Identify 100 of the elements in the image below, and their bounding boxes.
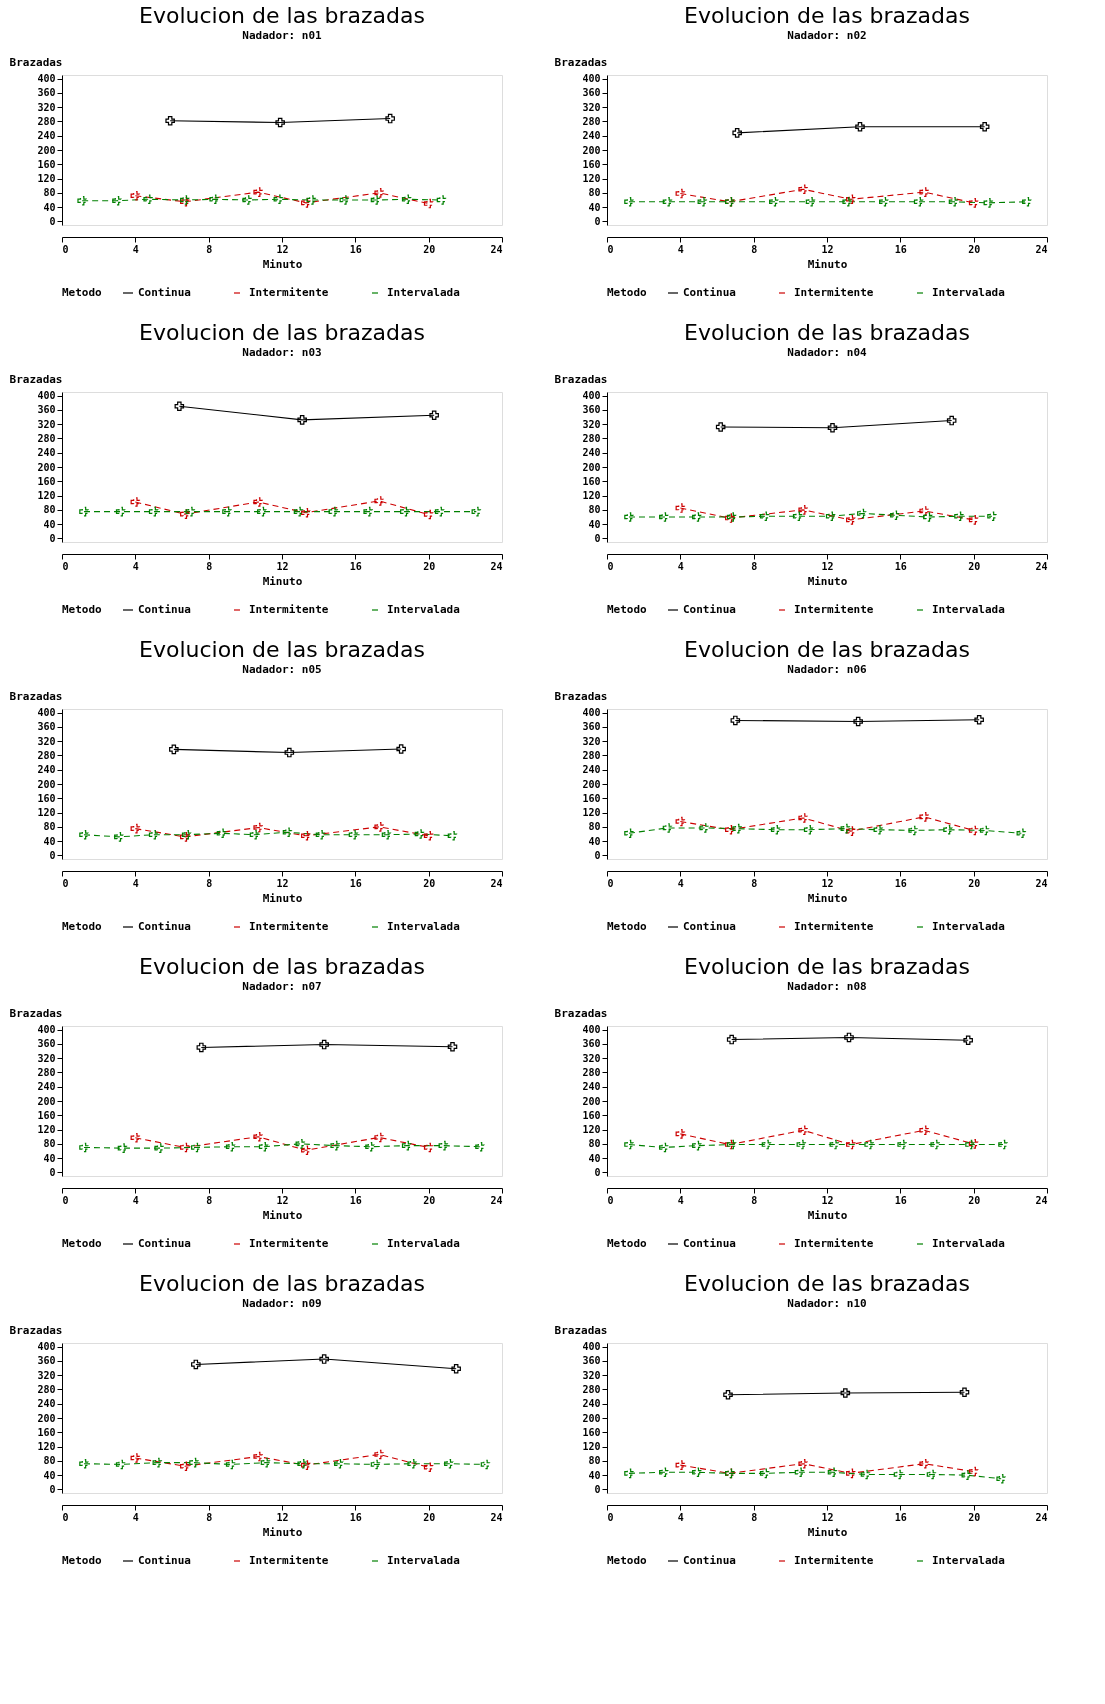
chart-title: Evolucion de las brazadas	[683, 954, 971, 979]
legend-title: Metodo	[62, 1554, 103, 1567]
y-tick-label: 200	[582, 778, 601, 790]
y-tick-label: 160	[37, 475, 56, 487]
x-tick-label: 12	[821, 877, 834, 889]
y-axis-title: Brazadas	[9, 372, 63, 386]
legend-title: Metodo	[607, 1554, 648, 1567]
x-tick-label: 4	[132, 1511, 139, 1523]
x-tick-label: 0	[62, 1194, 69, 1206]
y-tick-label: 80	[43, 187, 56, 199]
x-tick-label: 4	[677, 243, 684, 255]
x-tick-label: 8	[206, 243, 213, 255]
y-tick-label: 240	[582, 130, 601, 142]
x-axis-title: Minuto	[807, 891, 848, 905]
y-tick-label: 160	[582, 1109, 601, 1121]
y-tick-label: 120	[582, 1441, 601, 1453]
y-tick-label: 120	[582, 490, 601, 502]
x-tick-label: 0	[607, 560, 614, 572]
y-tick-label: 320	[37, 735, 56, 747]
legend-label: Continua	[138, 1554, 191, 1567]
x-tick-label: 4	[132, 243, 139, 255]
y-tick-label: 240	[582, 447, 601, 459]
y-axis-title: Brazadas	[9, 689, 63, 703]
y-tick-label: 200	[37, 461, 56, 473]
legend-title: Metodo	[607, 1237, 648, 1250]
x-tick-label: 0	[62, 560, 69, 572]
y-tick-label: 400	[37, 707, 56, 719]
y-tick-label: 120	[37, 1124, 56, 1136]
y-tick-label: 200	[37, 1412, 56, 1424]
x-tick-label: 24	[1035, 1511, 1048, 1523]
x-tick-label: 20	[968, 877, 981, 889]
legend-label: Intervalada	[387, 1554, 460, 1567]
x-tick-label: 0	[62, 1511, 69, 1523]
chart-title: Evolucion de las brazadas	[683, 320, 971, 345]
y-axis-title: Brazadas	[554, 1323, 608, 1337]
x-axis-title: Minuto	[807, 257, 848, 271]
legend-label: Continua	[683, 286, 736, 299]
x-tick-label: 8	[751, 1511, 758, 1523]
y-tick-label: 40	[43, 518, 56, 530]
y-axis-title: Brazadas	[554, 1006, 608, 1020]
legend-label: Intermitente	[249, 603, 329, 616]
y-tick-label: 0	[594, 1483, 601, 1495]
y-tick-label: 40	[43, 1152, 56, 1164]
y-tick-label: 320	[582, 735, 601, 747]
y-tick-label: 0	[594, 849, 601, 861]
x-axis-title: Minuto	[262, 1208, 303, 1222]
y-tick-label: 120	[37, 490, 56, 502]
y-tick-label: 80	[43, 1455, 56, 1467]
y-tick-label: 360	[37, 87, 56, 99]
y-tick-label: 280	[582, 1383, 601, 1395]
x-axis-title: Minuto	[262, 891, 303, 905]
y-tick-label: 240	[37, 1398, 56, 1410]
x-axis-title: Minuto	[807, 1208, 848, 1222]
y-tick-label: 280	[37, 1383, 56, 1395]
y-tick-label: 360	[582, 87, 601, 99]
y-tick-label: 80	[588, 1138, 601, 1150]
y-tick-label: 360	[37, 721, 56, 733]
chart-title: Evolucion de las brazadas	[138, 320, 426, 345]
y-tick-label: 40	[43, 835, 56, 847]
y-tick-label: 160	[582, 475, 601, 487]
y-tick-label: 400	[582, 73, 601, 85]
legend-label: Intervalada	[387, 603, 460, 616]
legend-label: Intervalada	[932, 1554, 1005, 1567]
x-tick-label: 24	[490, 877, 503, 889]
x-axis-title: Minuto	[807, 574, 848, 588]
y-tick-label: 80	[43, 821, 56, 833]
y-tick-label: 40	[43, 201, 56, 213]
y-tick-label: 200	[582, 461, 601, 473]
legend-label: Continua	[683, 920, 736, 933]
x-tick-label: 0	[607, 877, 614, 889]
y-tick-label: 0	[49, 1166, 56, 1178]
x-tick-label: 16	[349, 243, 362, 255]
legend-label: Continua	[683, 1237, 736, 1250]
y-tick-label: 40	[588, 1152, 601, 1164]
x-tick-label: 24	[1035, 243, 1048, 255]
x-tick-label: 0	[607, 1511, 614, 1523]
y-tick-label: 280	[37, 1066, 56, 1078]
x-tick-label: 16	[349, 1194, 362, 1206]
x-tick-label: 12	[276, 877, 289, 889]
x-tick-label: 24	[490, 560, 503, 572]
y-axis-title: Brazadas	[9, 1323, 63, 1337]
y-tick-label: 80	[588, 187, 601, 199]
y-tick-label: 120	[37, 1441, 56, 1453]
chart-subtitle: Nadador: n10	[787, 1297, 867, 1310]
y-tick-label: 160	[582, 1426, 601, 1438]
y-tick-label: 160	[37, 158, 56, 170]
legend-label: Intervalada	[932, 1237, 1005, 1250]
y-tick-label: 120	[582, 807, 601, 819]
y-tick-label: 400	[37, 1024, 56, 1036]
y-tick-label: 280	[582, 1066, 601, 1078]
y-tick-label: 360	[582, 721, 601, 733]
x-tick-label: 16	[894, 877, 907, 889]
x-tick-label: 12	[276, 560, 289, 572]
y-tick-label: 120	[37, 173, 56, 185]
y-axis-title: Brazadas	[554, 689, 608, 703]
x-tick-label: 20	[968, 560, 981, 572]
x-tick-label: 8	[751, 1194, 758, 1206]
y-tick-label: 320	[582, 101, 601, 113]
x-tick-label: 8	[206, 877, 213, 889]
x-tick-label: 12	[821, 1511, 834, 1523]
